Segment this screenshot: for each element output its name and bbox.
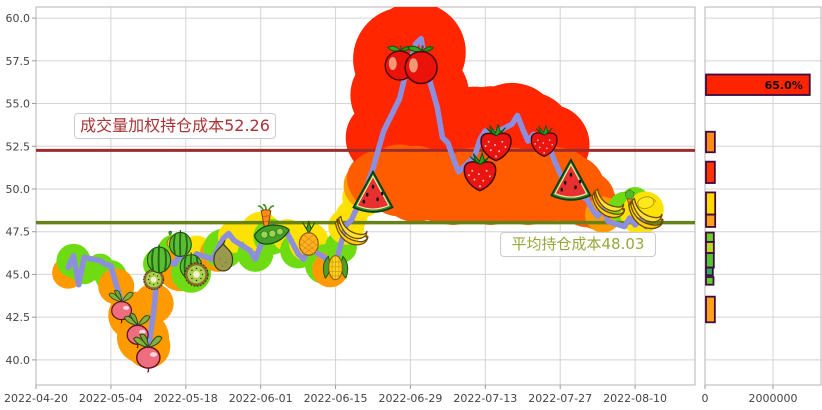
axes: 60.0 57.5 55.0 52.5 50.0 47.5 45.0 42.5 40.0 2022… bbox=[4, 12, 798, 405]
volume-bar bbox=[705, 160, 716, 184]
volume-bar bbox=[705, 73, 811, 96]
highlight-bar-label: 65.0% bbox=[765, 79, 803, 92]
y-axis-label: 50.0 bbox=[6, 183, 31, 196]
y-axis-label: 57.5 bbox=[6, 55, 31, 68]
y-axis-label: 60.0 bbox=[6, 12, 31, 25]
volume-bar bbox=[705, 213, 717, 228]
vwap-cost-label: 成交量加权持仓成本52.26 bbox=[74, 113, 276, 139]
x-axis-label: 2022-07-27 bbox=[528, 392, 592, 405]
kiwi-icon bbox=[184, 262, 209, 287]
panel-plot-border bbox=[704, 6, 822, 386]
x-axis-label: 2022-07-13 bbox=[453, 392, 517, 405]
x-axis-label: 2022-06-01 bbox=[229, 392, 293, 405]
x-axis-label: 2022-04-20 bbox=[4, 392, 68, 405]
vwap-cost-text: 成交量加权持仓成本52.26 bbox=[80, 116, 270, 135]
panel-x-axis-label: 0 bbox=[702, 392, 709, 405]
y-axis-label: 40.0 bbox=[6, 354, 31, 367]
avg-cost-text: 平均持仓成本48.03 bbox=[511, 235, 645, 253]
x-axis-label: 2022-06-29 bbox=[378, 392, 442, 405]
volume-bar bbox=[705, 231, 715, 243]
volume-panel: 65.0% bbox=[705, 73, 811, 324]
volume-bar bbox=[705, 241, 715, 254]
x-axis-label: 2022-06-15 bbox=[304, 392, 368, 405]
melon-icon bbox=[168, 229, 193, 258]
avg-cost-label: 平均持仓成本48.03 bbox=[500, 232, 656, 257]
volume-bar bbox=[705, 130, 716, 154]
corn-icon bbox=[322, 255, 349, 281]
y-axis-label: 52.5 bbox=[6, 140, 31, 153]
volume-bar bbox=[705, 252, 715, 269]
x-axis-label: 2022-08-10 bbox=[603, 392, 667, 405]
panel-x-axis-label: 2000000 bbox=[749, 392, 798, 405]
volume-bar bbox=[705, 266, 714, 277]
y-axis-label: 42.5 bbox=[6, 311, 31, 324]
cost-lines bbox=[36, 148, 695, 225]
y-axis-label: 45.0 bbox=[6, 268, 31, 281]
volume-bar bbox=[705, 276, 715, 286]
volume-bar bbox=[705, 191, 717, 216]
main-plot-border bbox=[35, 6, 696, 386]
y-axis-label: 47.5 bbox=[6, 226, 31, 239]
x-axis-label: 2022-05-18 bbox=[154, 392, 218, 405]
x-axis-label: 2022-05-04 bbox=[79, 392, 143, 405]
y-axis-label: 55.0 bbox=[6, 98, 31, 111]
volume-bar bbox=[705, 295, 716, 324]
